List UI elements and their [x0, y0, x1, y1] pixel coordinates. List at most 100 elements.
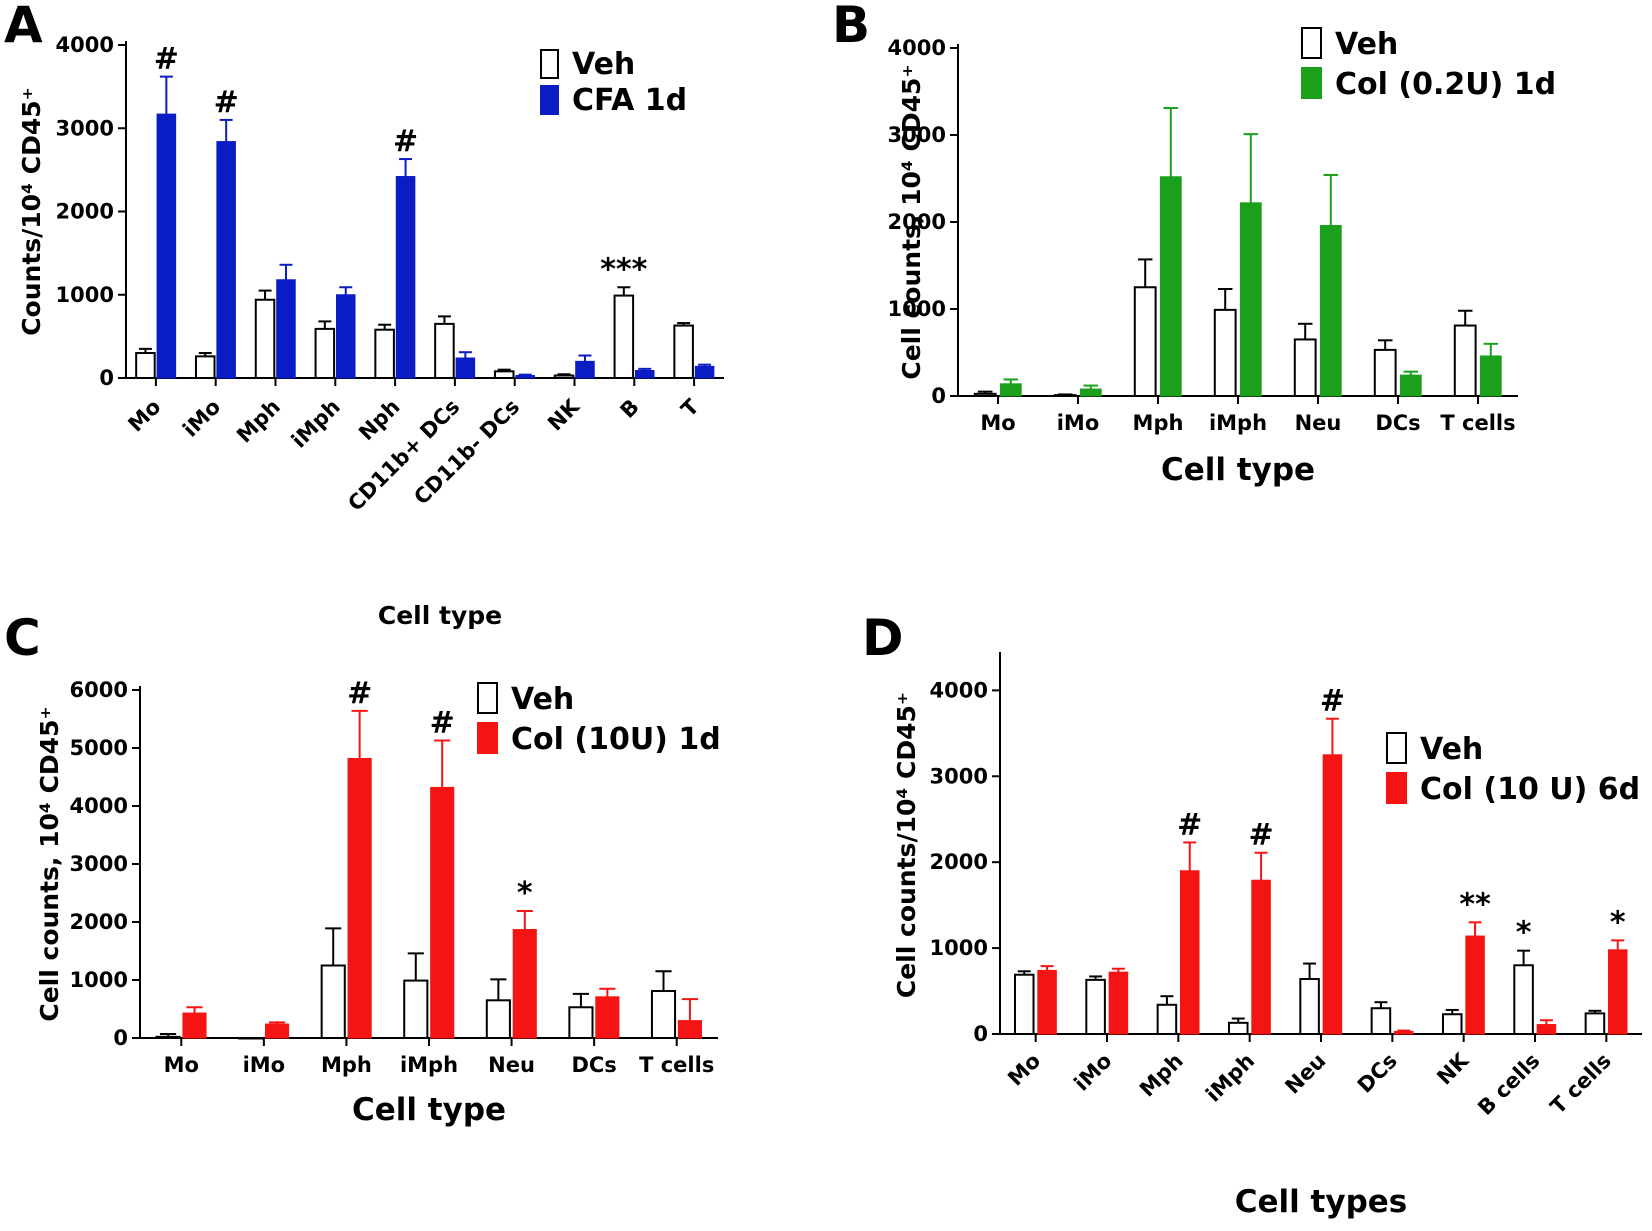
stray-cell-type-label: Cell type — [378, 601, 502, 630]
panel-b-y-tick-label: 0 — [931, 384, 946, 408]
panel-d-y-tick-label: 4000 — [930, 678, 988, 702]
panel-c-bar-veh-neu — [485, 999, 511, 1039]
panel-letter-b: B — [832, 0, 870, 54]
panel-d-legend-swatch-col-10-u-6d — [1386, 772, 1407, 804]
panel-a-y-axis-title: Counts/10⁴ CD45⁺ — [17, 87, 46, 336]
panel-a-bar-veh-mo — [135, 352, 156, 379]
panel-b-y-tick-label: 2000 — [888, 210, 946, 234]
panel-b-x-tick-label-neu: Neu — [1295, 411, 1342, 435]
panel-d-significance-neu: # — [1320, 684, 1345, 719]
panel-a-bar-cfa-1d-mph — [276, 279, 296, 379]
panel-b-x-tick-label-imph: iMph — [1209, 411, 1267, 435]
panel-a-bar-cfa-1d-b — [634, 370, 655, 379]
panel-a-bar-veh-imph — [314, 327, 336, 380]
panel-c-bar-veh-dcs — [568, 1006, 594, 1040]
panel-d-bar-veh-mo — [1013, 973, 1035, 1035]
panel-a-legend-label-veh: Veh — [572, 47, 635, 82]
panel-c-x-tick-label-imph: iMph — [400, 1053, 458, 1077]
panel-c-bar-veh-imph — [403, 979, 429, 1040]
panel-a-significance-nph: # — [393, 124, 418, 159]
panel-d-bar-col-10-u-6d-imo — [1108, 971, 1129, 1035]
panel-d-legend-label-col-10-u-6d: Col (10 U) 6d — [1420, 772, 1640, 807]
panel-d-bar-col-10-u-6d-imph — [1251, 879, 1271, 1035]
panel-d-bar-veh-t-cells — [1584, 1012, 1606, 1036]
panel-a-bar-veh-cd11b-dcs — [434, 322, 455, 380]
panel-c-legend-swatch-veh — [477, 682, 498, 714]
panel-b-x-axis-title: Cell type — [1161, 452, 1315, 488]
panel-b-legend-swatch-col-0-2u-1d — [1301, 67, 1322, 99]
panel-c-legend-swatch-col-10u-1d — [477, 722, 498, 754]
panel-c-bar-veh-t-cells — [650, 990, 677, 1040]
panel-a-bar-cfa-1d-imo — [216, 141, 236, 379]
panel-d-x-tick-label-t-cells: T cells — [1546, 1049, 1616, 1119]
panel-a-bar-cfa-1d-cd11b-dcs — [455, 357, 476, 379]
panel-a-bar-cfa-1d-t — [694, 365, 715, 379]
panel-d-bar-col-10-u-6d-neu — [1322, 754, 1343, 1035]
panel-d-bar-col-10-u-6d-mo — [1037, 969, 1057, 1035]
panel-a-bar-veh-nph — [374, 328, 395, 379]
panel-a-x-tick-label-t: T — [677, 394, 705, 422]
panel-d-legend-swatch-veh — [1386, 732, 1407, 764]
panel-c-legend-label-veh: Veh — [511, 682, 574, 717]
panel-d-x-tick-label-imo: iMo — [1069, 1049, 1116, 1096]
panel-a-y-tick-label: 2000 — [56, 200, 114, 224]
panel-a-bar-veh-imo — [194, 355, 216, 380]
panel-b-bar-col-0-2u-1d-neu — [1319, 224, 1342, 397]
panel-d-significance-t-cells: * — [1610, 905, 1626, 940]
panel-d-x-tick-label-nk: NK — [1432, 1048, 1473, 1089]
panel-a-significance-imo: # — [214, 85, 239, 120]
panel-c-y-tick-label: 1000 — [70, 968, 128, 992]
panel-a-legend-label-cfa-1d: CFA 1d — [572, 83, 687, 118]
panel-b-bar-col-0-2u-1d-mo — [999, 383, 1022, 397]
panel-c-y-tick-label: 0 — [113, 1026, 128, 1050]
panel-b-bar-veh-imph — [1213, 308, 1237, 397]
panel-d-y-tick-label: 2000 — [930, 850, 988, 874]
panel-a-legend-swatch-cfa-1d — [540, 85, 559, 115]
panel-d-bar-col-10-u-6d-dcs — [1393, 1030, 1414, 1035]
panel-c-y-axis-title: Cell counts, 10⁴ CD45⁺ — [35, 706, 64, 1021]
panel-d-y-axis-title: Cell counts/10⁴ CD45⁺ — [892, 692, 921, 998]
panel-d-significance-mph: # — [1177, 807, 1202, 842]
panel-a-bar-veh-nk — [553, 374, 575, 380]
panel-a-y-tick-label: 1000 — [56, 283, 114, 307]
panel-c-x-tick-label-imo: iMo — [243, 1053, 286, 1077]
panel-a-bar-cfa-1d-nk — [575, 360, 595, 379]
panel-c-x-axis-title: Cell type — [352, 1092, 506, 1128]
panel-d-x-tick-label-dcs: DCs — [1353, 1049, 1402, 1098]
panel-c-y-tick-label: 4000 — [70, 794, 128, 818]
panel-b-bar-col-0-2u-1d-dcs — [1399, 374, 1422, 397]
panel-d-y-tick-label: 1000 — [930, 936, 988, 960]
panel-c-bar-col-10u-1d-dcs — [595, 996, 620, 1039]
panel-c-bar-col-10u-1d-neu — [512, 929, 537, 1039]
panel-d-x-tick-label-mo: Mo — [1003, 1049, 1045, 1091]
panel-b-bar-veh-mo — [973, 392, 997, 398]
panel-d-x-tick-label-imph: iMph — [1201, 1049, 1259, 1107]
panel-c-bar-col-10u-1d-t-cells — [677, 1020, 702, 1039]
panel-d-bar-veh-mph — [1156, 1003, 1178, 1035]
panel-b-x-tick-label-dcs: DCs — [1375, 411, 1420, 435]
panel-c-y-tick-label: 5000 — [70, 736, 128, 760]
panel-b-y-tick-label: 1000 — [888, 297, 946, 321]
panel-b-chart: 0 1000 2000 3000 4000 Cell counts, 10⁴ CD45⁺ C… — [888, 27, 1556, 488]
panel-c-significance-mph: # — [347, 676, 372, 711]
panel-a-bar-cfa-1d-nph — [395, 176, 416, 379]
panel-c-bar-col-10u-1d-mph — [347, 757, 372, 1039]
panel-d-bar-col-10-u-6d-b-cells — [1536, 1024, 1557, 1035]
panel-a-y-tick-label: 4000 — [56, 33, 114, 57]
panel-c-bar-veh-mo — [155, 1035, 181, 1039]
panel-a-bar-veh-t — [673, 324, 694, 379]
panel-a-legend-swatch-veh — [540, 49, 559, 79]
panel-c-bar-col-10u-1d-imo — [265, 1023, 290, 1039]
panel-b-legend-swatch-veh — [1301, 27, 1322, 59]
panel-d-x-tick-label-b-cells: B cells — [1473, 1049, 1544, 1120]
panel-d-significance-b-cells: * — [1516, 916, 1532, 951]
panel-b-bar-col-0-2u-1d-imo — [1079, 388, 1102, 397]
panel-c-x-tick-label-mph: Mph — [321, 1053, 372, 1077]
panel-a-x-tick-label-cd11b-dcs: CD11b- DCs — [409, 395, 524, 510]
panel-b-bar-col-0-2u-1d-mph — [1159, 176, 1182, 397]
panel-c-x-tick-label-neu: Neu — [488, 1053, 535, 1077]
panel-d-bar-veh-b-cells — [1513, 964, 1534, 1035]
panel-b-legend-label-veh: Veh — [1335, 27, 1398, 62]
panel-a-y-tick-label: 3000 — [56, 116, 114, 140]
